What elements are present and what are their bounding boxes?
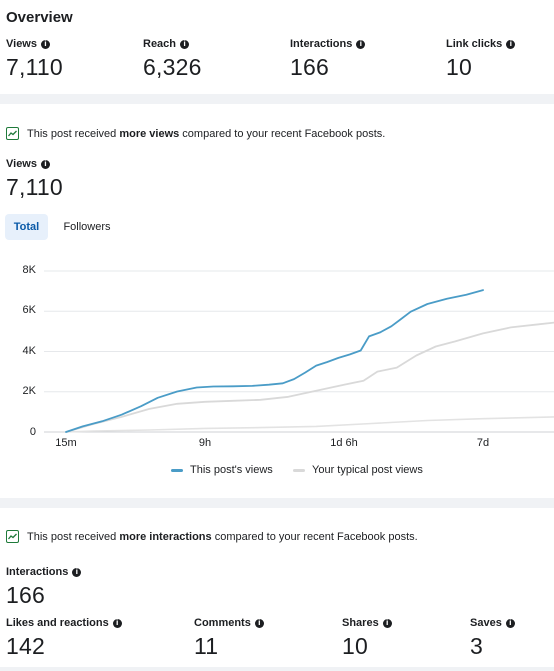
legend-label: Your typical post views <box>312 464 423 476</box>
x-tick-label: 15m <box>55 437 77 449</box>
metric-label: Views <box>6 158 37 170</box>
trend-up-icon <box>6 127 19 140</box>
series-line-this-post <box>65 289 484 433</box>
metric-value: 7,110 <box>6 54 63 80</box>
metric-label: Interactions <box>290 38 353 50</box>
section-divider <box>0 667 554 671</box>
y-tick-label: 2K <box>22 385 36 397</box>
metric-reach: Reach i 6,326 <box>143 38 202 81</box>
metric-value: 142 <box>6 633 45 659</box>
metric-value: 7,110 <box>6 174 63 200</box>
legend-label: This post's views <box>190 464 273 476</box>
info-icon[interactable]: i <box>180 39 190 49</box>
info-icon[interactable]: i <box>41 159 50 169</box>
interactions-metric: Interactions i 166 <box>6 566 82 609</box>
notice-text: compared to your recent Facebook posts. <box>211 530 418 543</box>
metric-label: Shares <box>342 617 379 629</box>
y-tick-label: 0 <box>29 426 36 438</box>
legend-item-this-post[interactable]: This post's views <box>171 464 273 476</box>
info-icon[interactable]: i <box>41 39 50 49</box>
info-icon[interactable]: i <box>72 567 82 577</box>
y-tick-label: 8K <box>22 264 36 276</box>
info-icon[interactable]: i <box>505 618 515 628</box>
metric-value: 166 <box>290 54 329 80</box>
y-tick-label: 4K <box>22 345 36 357</box>
metric-value: 11 <box>194 633 219 659</box>
legend-swatch <box>171 468 183 472</box>
metric-views: Views i 7,110 <box>6 38 63 81</box>
metric-value: 10 <box>446 54 472 80</box>
series-line-typical <box>65 321 554 433</box>
metric-comments: Comments i 11 <box>194 617 264 660</box>
metric-link-clicks: Link clicks i 10 <box>446 38 516 81</box>
tab-followers[interactable]: Followers <box>63 221 111 233</box>
y-tick-label: 6K <box>22 304 36 316</box>
notice-text: This post received <box>27 530 120 543</box>
legend-item-typical[interactable]: Your typical post views <box>293 464 423 476</box>
metric-label: Link clicks <box>446 38 503 50</box>
metric-value: 166 <box>6 582 45 608</box>
trend-up-icon <box>6 530 19 543</box>
info-icon[interactable]: i <box>254 618 264 628</box>
metric-label: Saves <box>470 617 502 629</box>
section-divider <box>0 498 554 508</box>
x-tick-label: 1d 6h <box>330 437 358 449</box>
notice-bold: more interactions <box>119 530 212 543</box>
info-icon[interactable]: i <box>112 618 122 628</box>
info-icon[interactable]: i <box>506 39 516 49</box>
views-metric: Views i 7,110 <box>6 158 63 201</box>
views-notice: This post received more views compared t… <box>6 127 385 140</box>
metric-label: Views <box>6 38 37 50</box>
series-line-baseline <box>65 416 554 433</box>
overview-section: Overview Views i 7,110 Reach i 6,326 Inter… <box>0 0 554 94</box>
metric-value: 6,326 <box>143 54 202 80</box>
info-icon[interactable]: i <box>382 618 392 628</box>
notice-text: This post received <box>27 127 120 140</box>
notice-bold: more views <box>119 127 180 140</box>
section-divider <box>0 94 554 104</box>
overview-title: Overview <box>6 9 73 26</box>
metric-interactions: Interactions i 166 <box>290 38 366 81</box>
metric-label: Interactions <box>6 566 69 578</box>
metric-label: Likes and reactions <box>6 617 109 629</box>
legend-swatch <box>293 468 305 472</box>
interactions-notice: This post received more interactions com… <box>6 530 418 543</box>
tab-total[interactable]: Total <box>5 214 48 240</box>
info-icon[interactable]: i <box>356 39 366 49</box>
metric-value: 10 <box>342 633 368 659</box>
metric-saves: Saves i 3 <box>470 617 515 660</box>
x-tick-label: 9h <box>198 437 212 449</box>
metric-label: Reach <box>143 38 177 50</box>
notice-text: compared to your recent Facebook posts. <box>179 127 386 140</box>
metric-shares: Shares i 10 <box>342 617 392 660</box>
metric-value: 3 <box>470 633 483 659</box>
x-tick-label: 7d <box>476 437 490 449</box>
metric-label: Comments <box>194 617 251 629</box>
metric-likes-reactions: Likes and reactions i 142 <box>6 617 122 660</box>
